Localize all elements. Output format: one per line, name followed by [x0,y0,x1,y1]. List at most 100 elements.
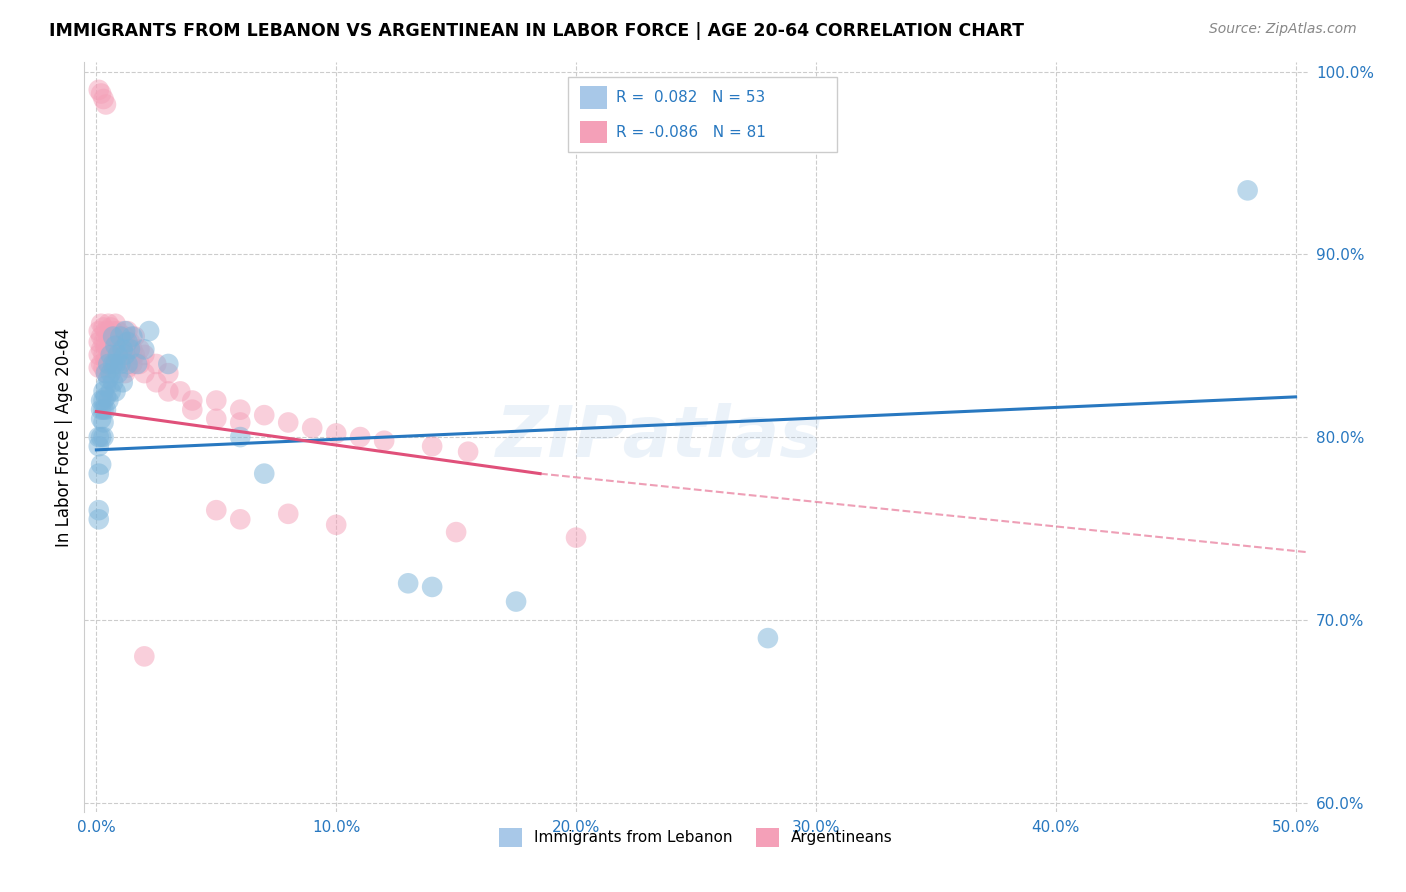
Y-axis label: In Labor Force | Age 20-64: In Labor Force | Age 20-64 [55,327,73,547]
Point [253,467,276,481]
Text: R = -0.086   N = 81: R = -0.086 N = 81 [616,125,766,140]
Point [97,393,120,408]
Point [87,512,110,526]
Point [94,366,117,380]
Point [110,348,132,362]
Point [111,334,134,349]
Point [117,343,139,357]
Point [90,412,112,426]
Text: IMMIGRANTS FROM LEBANON VS ARGENTINEAN IN LABOR FORCE | AGE 20-64 CORRELATION CH: IMMIGRANTS FROM LEBANON VS ARGENTINEAN I… [49,22,1024,40]
Point [97,357,120,371]
Point [127,357,149,371]
Point [87,334,110,349]
Point [349,430,371,444]
Point [110,357,132,371]
Point [121,357,143,371]
Point [87,430,110,444]
Point [205,393,228,408]
Point [1236,183,1258,197]
Point [104,348,127,362]
Point [457,444,479,458]
Point [100,334,122,349]
Point [756,631,779,645]
Point [93,334,115,349]
Point [134,348,156,362]
Point [114,366,136,380]
FancyBboxPatch shape [568,78,837,153]
Point [101,353,124,368]
Text: R =  0.082   N = 53: R = 0.082 N = 53 [616,90,766,105]
Point [100,384,122,399]
Point [107,343,129,357]
Point [134,343,156,357]
Point [157,384,180,399]
Point [94,366,117,380]
Point [104,339,127,353]
Point [93,384,115,399]
Point [169,384,191,399]
Point [97,329,120,343]
Point [117,334,139,349]
Point [124,348,146,362]
Point [90,430,112,444]
Point [128,343,150,357]
Point [373,434,395,448]
Point [253,408,276,422]
Point [277,507,299,521]
FancyBboxPatch shape [579,87,606,109]
Point [325,426,347,441]
Point [90,357,112,371]
Point [100,320,122,334]
FancyBboxPatch shape [579,121,606,144]
Point [93,320,115,334]
Point [87,324,110,338]
Point [101,329,124,343]
Point [229,430,252,444]
Point [93,430,115,444]
Point [94,353,117,368]
Point [94,390,117,404]
Point [87,439,110,453]
Point [325,517,347,532]
Point [87,360,110,375]
Point [444,525,467,540]
Point [90,87,112,101]
Point [97,317,120,331]
Point [229,402,252,417]
Point [117,360,139,375]
Point [128,357,150,371]
Point [104,329,127,343]
Text: Source: ZipAtlas.com: Source: ZipAtlas.com [1209,22,1357,37]
Point [121,329,143,343]
Point [181,402,204,417]
Point [94,324,117,338]
Point [100,348,122,362]
Point [90,329,112,343]
Point [114,348,136,362]
Point [104,317,127,331]
Point [420,580,443,594]
Point [157,357,180,371]
Point [90,343,112,357]
Point [90,402,112,417]
Point [118,353,141,368]
Point [505,594,527,608]
Point [107,366,129,380]
Point [93,348,115,362]
Point [93,360,115,375]
Point [565,531,588,545]
Point [110,329,132,343]
Point [93,416,115,430]
Point [94,339,117,353]
Point [93,402,115,417]
Point [114,329,136,343]
Point [107,348,129,362]
Point [97,343,120,357]
Point [205,503,228,517]
Point [111,343,134,357]
Point [138,324,160,338]
Point [134,366,156,380]
Point [110,329,132,343]
Point [101,339,124,353]
Legend: Immigrants from Lebanon, Argentineans: Immigrants from Lebanon, Argentineans [494,822,898,853]
